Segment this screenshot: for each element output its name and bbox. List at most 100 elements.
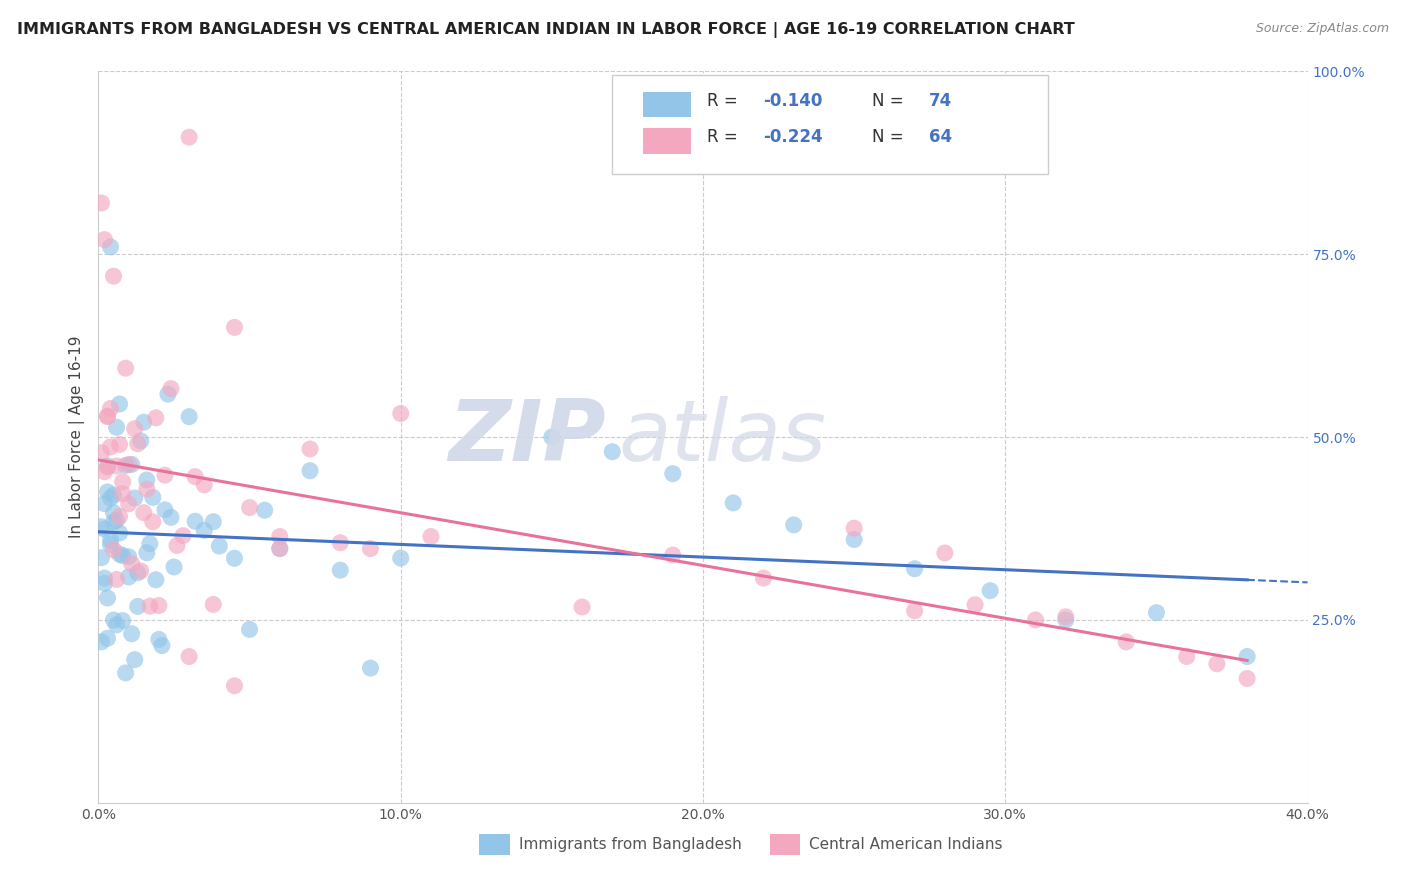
Point: [224, 679, 246, 693]
Point: [105, 513, 128, 527]
Point: [139, 537, 162, 551]
Point: [96, 409, 118, 424]
Point: [224, 320, 246, 334]
Point: [93, 522, 115, 536]
Point: [111, 614, 134, 628]
Point: [752, 571, 775, 585]
Point: [96, 591, 118, 605]
Point: [844, 533, 866, 547]
Point: [360, 541, 382, 556]
Point: [420, 529, 443, 543]
Point: [114, 361, 136, 376]
Text: ZIP: ZIP: [449, 395, 606, 479]
FancyBboxPatch shape: [769, 833, 800, 855]
Point: [979, 583, 1001, 598]
Text: 74: 74: [929, 92, 952, 110]
Point: [114, 458, 136, 473]
Point: [96, 484, 118, 499]
Point: [253, 503, 276, 517]
Point: [269, 529, 291, 543]
Point: [132, 415, 155, 429]
Point: [239, 500, 262, 515]
Point: [783, 517, 806, 532]
Point: [299, 464, 322, 478]
Point: [179, 409, 201, 424]
Point: [103, 542, 125, 557]
Point: [160, 382, 183, 396]
Point: [723, 496, 745, 510]
Point: [1115, 635, 1137, 649]
Point: [202, 598, 225, 612]
Point: [661, 467, 683, 481]
Point: [105, 617, 128, 632]
Point: [124, 653, 146, 667]
FancyBboxPatch shape: [643, 92, 690, 118]
Text: -0.224: -0.224: [763, 128, 823, 146]
Point: [150, 639, 173, 653]
Point: [96, 632, 118, 646]
Point: [208, 539, 231, 553]
Point: [108, 397, 131, 411]
Text: N =: N =: [872, 92, 910, 110]
Point: [135, 546, 157, 560]
Text: atlas: atlas: [619, 395, 827, 479]
Point: [93, 497, 115, 511]
Point: [127, 437, 149, 451]
Point: [540, 430, 562, 444]
Point: [193, 524, 215, 538]
Point: [118, 497, 141, 511]
Point: [269, 541, 291, 556]
Point: [160, 510, 183, 524]
Point: [224, 551, 246, 566]
Point: [121, 557, 143, 571]
Y-axis label: In Labor Force | Age 16-19: In Labor Force | Age 16-19: [69, 335, 86, 539]
Point: [145, 573, 167, 587]
Point: [129, 564, 152, 578]
Point: [93, 571, 115, 585]
Point: [121, 458, 143, 472]
Point: [602, 444, 624, 458]
Point: [93, 233, 115, 247]
Point: [121, 626, 143, 640]
FancyBboxPatch shape: [479, 833, 509, 855]
Point: [135, 473, 157, 487]
Point: [184, 469, 207, 483]
Point: [142, 491, 165, 505]
Point: [108, 526, 131, 541]
Point: [127, 599, 149, 614]
Point: [103, 515, 125, 529]
Point: [1236, 649, 1258, 664]
Point: [166, 539, 188, 553]
Point: [96, 458, 118, 473]
Point: [142, 515, 165, 529]
Point: [299, 442, 322, 456]
Point: [148, 599, 170, 613]
Point: [105, 573, 128, 587]
Point: [108, 509, 131, 524]
Point: [90, 196, 112, 211]
Point: [124, 422, 146, 436]
Point: [93, 576, 115, 591]
Point: [193, 477, 215, 491]
Point: [118, 458, 141, 472]
Point: [202, 515, 225, 529]
Point: [96, 460, 118, 475]
Point: [329, 563, 352, 577]
Point: [934, 546, 956, 560]
Text: R =: R =: [707, 128, 742, 146]
Point: [96, 409, 118, 424]
Point: [105, 458, 128, 473]
FancyBboxPatch shape: [613, 75, 1047, 174]
Point: [148, 632, 170, 647]
Point: [139, 599, 162, 614]
Point: [108, 547, 131, 561]
Point: [184, 514, 207, 528]
Point: [239, 623, 262, 637]
Point: [100, 440, 122, 454]
Point: [103, 488, 125, 502]
Point: [179, 130, 201, 145]
Point: [156, 387, 179, 401]
Point: [103, 613, 125, 627]
Text: 64: 64: [929, 128, 952, 146]
Point: [100, 533, 122, 548]
